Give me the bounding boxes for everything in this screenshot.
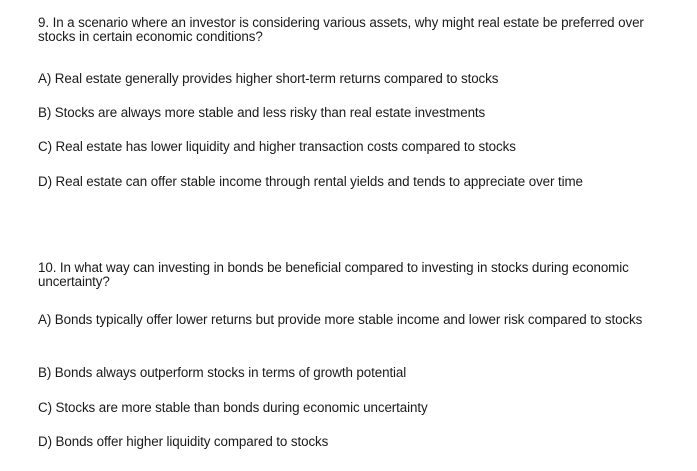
- question-9-text: 9. In a scenario where an investor is co…: [38, 15, 644, 44]
- question-10-option-b: B) Bonds always outperform stocks in ter…: [38, 365, 407, 380]
- question-9-option-b: B) Stocks are always more stable and les…: [38, 105, 486, 120]
- question-9-option-a: A) Real estate generally provides higher…: [38, 71, 499, 86]
- question-10-option-c: C) Stocks are more stable than bonds dur…: [38, 400, 428, 415]
- question-10-option-a: A) Bonds typically offer lower returns b…: [38, 312, 643, 327]
- question-9-option-d: D) Real estate can offer stable income t…: [38, 174, 583, 189]
- question-10-option-d: D) Bonds offer higher liquidity compared…: [38, 434, 329, 449]
- question-10-text: 10. In what way can investing in bonds b…: [38, 260, 629, 289]
- question-9-option-c: C) Real estate has lower liquidity and h…: [38, 139, 516, 154]
